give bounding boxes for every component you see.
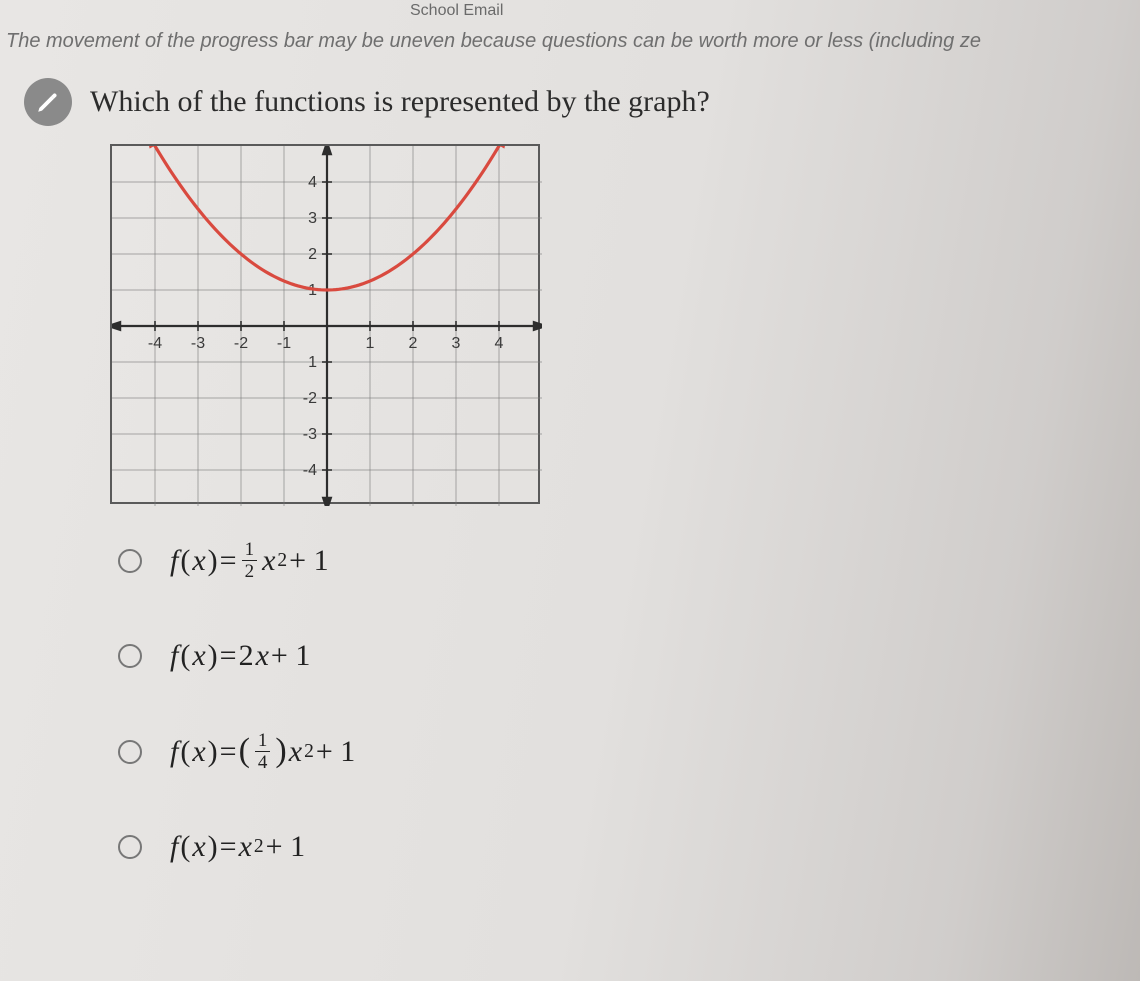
svg-text:-4: -4: [148, 335, 162, 352]
svg-text:-1: -1: [277, 335, 291, 352]
svg-text:2: 2: [308, 246, 317, 263]
svg-text:1: 1: [366, 335, 375, 352]
option-d[interactable]: f(x) = x2 + 1: [118, 830, 355, 864]
radio-d[interactable]: [118, 835, 142, 859]
svg-text:3: 3: [452, 335, 461, 352]
svg-text:3: 3: [308, 210, 317, 227]
formula-b: f(x) = 2x + 1: [170, 639, 310, 673]
progress-note: The movement of the progress bar may be …: [6, 30, 1140, 53]
radio-c[interactable]: [118, 740, 142, 764]
option-c[interactable]: f(x) = ( 14 ) x2 + 1: [118, 731, 355, 772]
topbar-text: School Email: [410, 2, 503, 20]
svg-text:4: 4: [308, 174, 317, 191]
svg-text:-4: -4: [303, 462, 317, 479]
radio-b[interactable]: [118, 644, 142, 668]
graph-svg: -4-3-2-11234-4-3-211234: [112, 146, 542, 506]
answer-options: f(x) = 12 x2 + 1 f(x) = 2x + 1 f(x) = ( …: [118, 540, 355, 864]
formula-d: f(x) = x2 + 1: [170, 830, 305, 864]
svg-text:-2: -2: [234, 335, 248, 352]
svg-text:2: 2: [409, 335, 418, 352]
pencil-icon: [24, 78, 72, 126]
svg-text:-3: -3: [191, 335, 205, 352]
topbar-fragment: School Email: [0, 0, 1140, 22]
question-text: Which of the functions is represented by…: [90, 85, 710, 119]
formula-a: f(x) = 12 x2 + 1: [170, 540, 329, 581]
graph-container: -4-3-2-11234-4-3-211234: [110, 144, 540, 504]
svg-text:1: 1: [308, 354, 317, 371]
svg-text:-3: -3: [303, 426, 317, 443]
formula-c: f(x) = ( 14 ) x2 + 1: [170, 731, 355, 772]
question-row: Which of the functions is represented by…: [24, 78, 1130, 126]
svg-text:4: 4: [495, 335, 504, 352]
option-b[interactable]: f(x) = 2x + 1: [118, 639, 355, 673]
option-a[interactable]: f(x) = 12 x2 + 1: [118, 540, 355, 581]
graph: -4-3-2-11234-4-3-211234: [110, 144, 540, 504]
svg-text:-2: -2: [303, 390, 317, 407]
radio-a[interactable]: [118, 549, 142, 573]
